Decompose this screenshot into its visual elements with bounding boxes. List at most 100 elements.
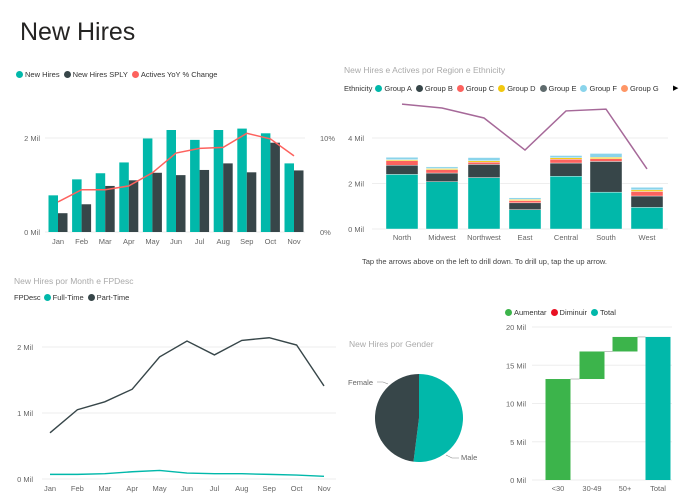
legend-item[interactable]: Group B: [424, 84, 453, 93]
x-tick-label: West: [639, 233, 657, 242]
y-tick-label: 2 Mil: [348, 180, 364, 189]
stacked-bar-segment: [549, 157, 583, 160]
legend-dot: [375, 85, 383, 92]
x-tick-label: Jan: [44, 484, 56, 493]
legend-item[interactable]: Group A: [384, 84, 412, 93]
label-leader: [377, 381, 389, 385]
bar-new-hires-sply: [294, 170, 304, 232]
legend-dot: [63, 71, 71, 78]
y-tick-label: 5 Mil: [510, 438, 526, 447]
stacked-bar-segment: [549, 158, 583, 164]
x-tick-label: Northwest: [467, 233, 502, 242]
y-tick-label: 0 Mil: [348, 225, 364, 234]
bar-new-hires: [166, 130, 176, 232]
bar-new-hires: [213, 130, 224, 232]
legend-dot: [43, 294, 51, 301]
line-actives-yoy: [57, 132, 295, 203]
legend-item[interactable]: Part-Time: [96, 293, 130, 302]
x-tick-label: Nov: [317, 484, 331, 493]
y-tick-label: 0 Mil: [510, 476, 526, 485]
stacked-bar-segment: [589, 191, 623, 230]
waterfall-bar: [645, 336, 671, 480]
y-tick-label: 10 Mil: [506, 400, 526, 409]
label-leader: [445, 454, 459, 459]
stacked-bar-segment: [467, 160, 501, 163]
y-tick-label: 20 Mil: [506, 323, 526, 332]
legend-chart5: Aumentar Diminuir Total: [503, 308, 618, 317]
legend-item[interactable]: Group E: [548, 84, 577, 93]
legend-dot: [539, 85, 547, 92]
legend-next-arrow-icon[interactable]: ▶: [673, 85, 679, 92]
chart-title: New Hires por Gender: [349, 339, 434, 349]
stacked-bar-segment: [508, 197, 542, 200]
legend-item[interactable]: New Hires SPLY: [72, 70, 128, 79]
stacked-bar-segment: [589, 158, 623, 162]
bar-new-hires-sply: [128, 180, 139, 232]
bar-new-hires-sply: [270, 142, 280, 232]
x-tick-label: Sep: [240, 237, 253, 246]
legend-dot: [87, 294, 95, 301]
x-tick-label: Jan: [52, 237, 64, 246]
chart-title: New Hires e Actives por Region e Ethnici…: [344, 65, 506, 75]
bar-new-hires-sply: [223, 163, 233, 232]
x-tick-label: Nov: [287, 237, 301, 246]
legend-dot: [498, 85, 506, 92]
y-tick-label: 4 Mil: [348, 134, 364, 143]
x-tick-label: Aug: [217, 237, 230, 246]
stacked-bar-segment: [630, 191, 664, 197]
waterfall-bar: [545, 379, 571, 480]
legend-dot: [456, 85, 464, 92]
x-tick-label: Feb: [75, 237, 88, 246]
legend-item[interactable]: Total: [600, 308, 616, 317]
stacked-bar-segment: [467, 177, 501, 230]
line-part-time: [49, 337, 325, 434]
x-tick-label: Apr: [126, 484, 138, 493]
stacked-bar-segment: [508, 209, 542, 230]
pie-slice-male: [413, 374, 463, 462]
legend-dot: [591, 309, 599, 316]
legend-item[interactable]: Aumentar: [514, 308, 547, 317]
bar-new-hires-sply: [105, 185, 115, 232]
x-tick-label: Central: [554, 233, 579, 242]
x-tick-label: Jun: [170, 237, 182, 246]
stacked-bar-segment: [467, 161, 501, 165]
x-tick-label: Feb: [71, 484, 84, 493]
stacked-bar-segment: [425, 166, 459, 169]
stacked-bar-segment: [549, 162, 583, 177]
legend-item[interactable]: Group G: [630, 84, 659, 93]
legend-dot: [131, 71, 139, 78]
stacked-bar-segment: [508, 200, 542, 204]
bar-new-hires-sply: [152, 172, 162, 232]
legend-dot: [580, 85, 588, 92]
x-tick-label: North: [393, 233, 411, 242]
legend-item[interactable]: New Hires: [25, 70, 60, 79]
bar-new-hires: [142, 138, 153, 232]
stacked-bar-segment: [549, 155, 583, 158]
stacked-bar-segment: [385, 165, 419, 175]
legend-item[interactable]: Actives YoY % Change: [140, 70, 218, 79]
legend-item[interactable]: Full-Time: [52, 293, 84, 302]
stacked-bar-segment: [630, 189, 664, 192]
legend-chart2: Ethnicity Group A Group B Group C Group D Gr…: [344, 84, 661, 93]
legend-title: FPDesc: [14, 293, 41, 302]
y-tick-label: 0 Mil: [17, 475, 33, 484]
stacked-bar-segment: [630, 207, 664, 230]
stacked-bar-segment: [630, 195, 664, 208]
bar-new-hires-sply: [81, 204, 92, 232]
legend-item[interactable]: Group D: [507, 84, 536, 93]
bar-new-hires: [260, 133, 271, 232]
x-tick-label: Apr: [123, 237, 135, 246]
x-tick-label: 30-49: [582, 484, 601, 493]
x-tick-label: Jul: [210, 484, 220, 493]
x-tick-label: May: [153, 484, 167, 493]
legend-item[interactable]: Group C: [465, 84, 495, 93]
bar-new-hires: [95, 173, 106, 232]
x-tick-label: East: [517, 233, 533, 242]
x-tick-label: Jun: [181, 484, 193, 493]
legend-item[interactable]: Group F: [589, 84, 617, 93]
line-full-time: [50, 469, 325, 478]
waterfall-bar: [579, 351, 605, 380]
legend-item[interactable]: Diminuir: [559, 308, 588, 317]
bar-new-hires: [237, 128, 247, 232]
